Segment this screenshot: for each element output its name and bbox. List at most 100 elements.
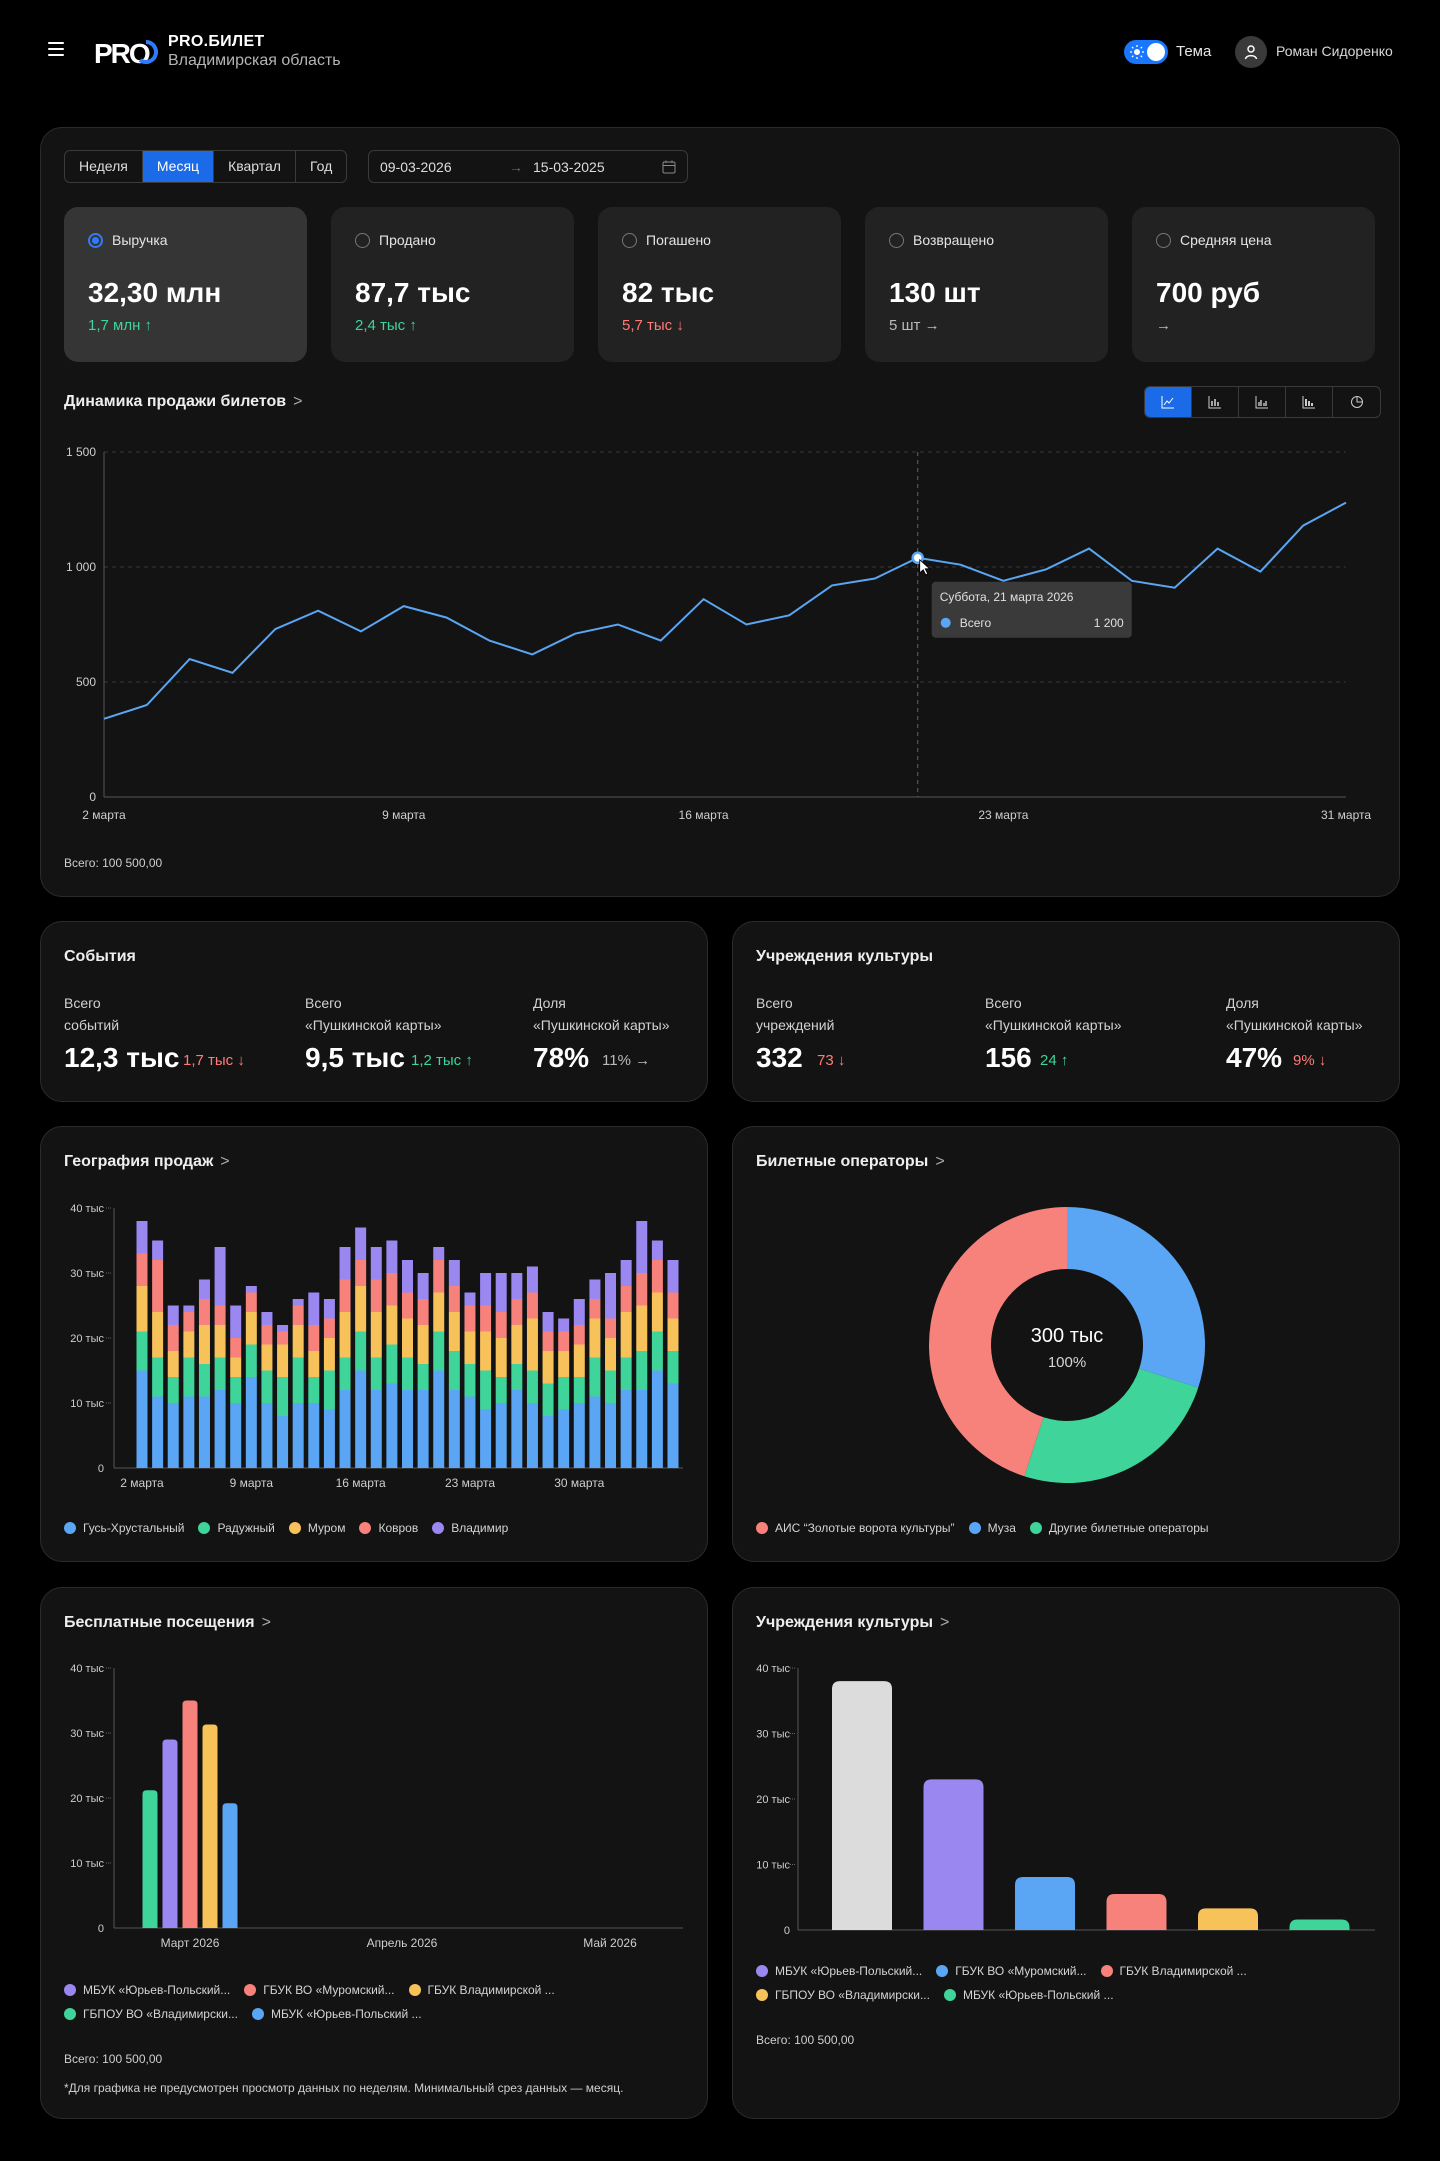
bar-segment [495, 1312, 507, 1338]
x-tick-label: 16 марта [336, 1476, 386, 1490]
tab-quarter[interactable]: Квартал [214, 151, 296, 182]
legend-item: ГБПОУ ВО «Владимирски... [756, 1988, 930, 2002]
bar-segment [198, 1364, 210, 1397]
geography-title[interactable]: География продаж > [64, 1153, 230, 1170]
stat-delta: 24 ↑ [1040, 1052, 1069, 1069]
line-chart-icon[interactable] [1145, 387, 1192, 417]
bar-segment [370, 1312, 382, 1358]
bar-segment [667, 1318, 679, 1351]
bar-segment [620, 1390, 632, 1468]
bar-segment [167, 1305, 179, 1325]
calendar-icon[interactable] [662, 160, 676, 174]
period-switcher: Неделя Месяц Квартал Год [64, 150, 348, 183]
x-tick-label: Май 2026 [583, 1936, 637, 1950]
radio[interactable] [355, 233, 370, 248]
legend-item: Радужный [198, 1521, 275, 1535]
grouped-bar-chart-icon[interactable] [1239, 387, 1286, 417]
bar-segment [480, 1370, 492, 1410]
kpi-value: 87,7 тыс [355, 277, 471, 308]
bar-segment [542, 1312, 554, 1332]
kpi-card-redeemed[interactable]: Погашено 82 тыс 5,7 тыс ↓ [598, 207, 841, 362]
bar-segment [636, 1305, 648, 1351]
tab-year[interactable]: Год [309, 158, 333, 174]
operators-title[interactable]: Билетные операторы > [756, 1153, 945, 1170]
bar-segment [386, 1344, 398, 1384]
arrow-up-icon: ↑ [409, 317, 417, 334]
free-visits-title[interactable]: Бесплатные посещения > [64, 1614, 271, 1631]
bar-segment [370, 1357, 382, 1390]
user-name[interactable]: Роман Сидоренко [1276, 43, 1393, 59]
bar [162, 1739, 178, 1928]
y-tick-label: 40 тыс [756, 1663, 790, 1675]
sales-total: Всего: 100 500,00 [64, 856, 163, 870]
radio[interactable] [622, 233, 637, 248]
kpi-card-avg-price[interactable]: Средняя цена 700 руб → [1132, 207, 1375, 362]
bar-segment [558, 1351, 570, 1377]
date-from[interactable]: 09-03-2026 [380, 159, 452, 175]
bar-segment [136, 1331, 148, 1371]
bar-segment [355, 1227, 367, 1260]
date-range-picker[interactable]: 09-03-2026 → 15-03-2025 [368, 150, 688, 183]
bar-segment [402, 1292, 413, 1319]
bar-segment [323, 1299, 335, 1319]
bar-segment [448, 1260, 460, 1286]
operators-legend: АИС “Золотые ворота культуры” Муза Други… [756, 1521, 1209, 1535]
bar-segment [402, 1390, 413, 1468]
date-to[interactable]: 15-03-2025 [533, 159, 605, 175]
stacked-bar-chart-icon[interactable] [1286, 387, 1333, 417]
y-tick-label: 40 тыс [70, 1663, 104, 1675]
donut-center-percent: 100% [1048, 1354, 1086, 1371]
bar-segment [386, 1240, 398, 1273]
bar-segment [464, 1331, 476, 1364]
bar-segment [292, 1299, 304, 1306]
theme-toggle[interactable] [1124, 40, 1168, 64]
y-tick-label: 1 000 [66, 560, 96, 574]
legend-item: ГБУК Владимирской ... [408, 1983, 555, 1997]
radio-selected[interactable] [88, 233, 103, 248]
bar-segment [480, 1409, 492, 1468]
kpi-card-sold[interactable]: Продано 87,7 тыс 2,4 тыс ↑ [331, 207, 574, 362]
bar-segment [292, 1403, 304, 1468]
chevron-right-icon: > [261, 1614, 271, 1631]
tooltip-date: Суббота, 21 марта 2026 [940, 590, 1074, 604]
sales-dynamics-title[interactable]: Динамика продажи билетов > [64, 393, 303, 410]
institutions-chart-title[interactable]: Учреждения культуры > [756, 1614, 950, 1631]
institutions-total: Всего: 100 500,00 [756, 2033, 855, 2047]
stat-label: Доля «Пушкинской карты» [533, 995, 670, 1033]
kpi-card-revenue[interactable]: Выручка 32,30 млн 1,7 млн ↑ [64, 207, 307, 362]
stat-delta: 1,7 тыс ↓ [183, 1052, 245, 1069]
kpi-value: 82 тыс [622, 277, 715, 308]
arrow-right-icon: → [635, 1052, 651, 1069]
tab-month[interactable]: Месяц [142, 151, 215, 182]
theme-label: Тема [1176, 43, 1212, 60]
series-line-total [103, 501, 1347, 720]
pro-logo[interactable]: PRO [94, 36, 158, 68]
bar-segment [417, 1273, 429, 1299]
bar-segment [511, 1390, 523, 1468]
sun-icon [1130, 45, 1144, 59]
kpi-label: Возвращено [913, 232, 995, 248]
bar-segment [402, 1318, 413, 1358]
radio[interactable] [1156, 233, 1171, 248]
arrow-right-icon: → [1156, 317, 1171, 334]
bar-segment [245, 1377, 257, 1468]
bar-segment [636, 1273, 648, 1306]
bar-segment [308, 1377, 320, 1403]
legend-item: ГБУК ВО «Муромский... [244, 1983, 395, 1997]
stat-delta: 1,2 тыс ↑ [411, 1052, 473, 1069]
chevron-right-icon: > [220, 1153, 230, 1170]
geography-legend: Гусь-Хрустальный Радужный Муром Ковров В… [64, 1521, 508, 1535]
bar-segment [480, 1331, 492, 1371]
bar-segment [636, 1221, 648, 1273]
y-tick-label: 30 тыс [70, 1728, 104, 1740]
bar-chart-icon[interactable] [1192, 387, 1239, 417]
kpi-card-returned[interactable]: Возвращено 130 шт 5 шт → [865, 207, 1108, 362]
avatar[interactable] [1235, 36, 1267, 68]
bar-segment [308, 1351, 320, 1377]
menu-icon[interactable] [48, 42, 64, 56]
bar-segment [542, 1383, 554, 1416]
pie-chart-icon[interactable] [1333, 387, 1380, 417]
kpi-label: Погашено [646, 232, 711, 248]
radio[interactable] [889, 233, 904, 248]
tab-week[interactable]: Неделя [65, 151, 143, 182]
